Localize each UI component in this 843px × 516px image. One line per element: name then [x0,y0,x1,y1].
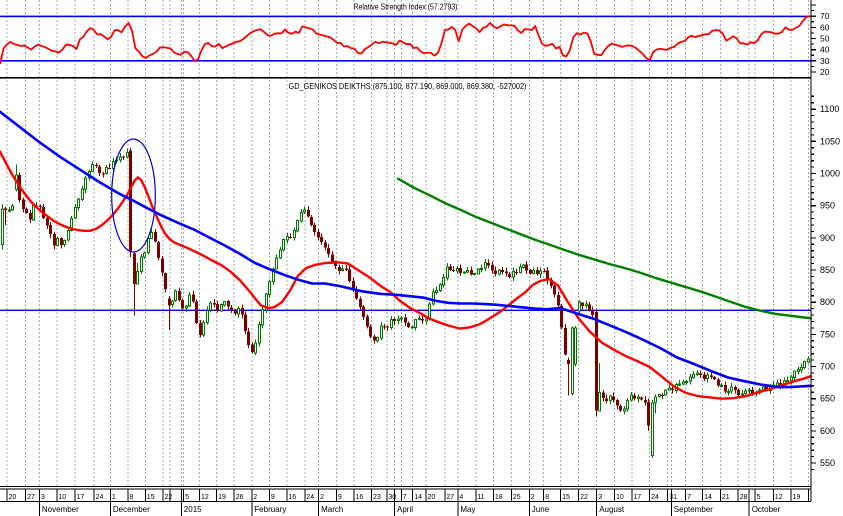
svg-text:950: 950 [820,201,835,211]
svg-text:12: 12 [775,494,783,501]
svg-text:24: 24 [96,494,104,501]
svg-text:May: May [460,505,475,514]
svg-text:21: 21 [722,494,730,501]
svg-text:2: 2 [253,494,257,501]
svg-text:20: 20 [820,67,830,77]
svg-text:5: 5 [185,494,189,501]
svg-text:30: 30 [388,494,396,501]
svg-text:1000: 1000 [820,169,840,179]
svg-text:June: June [532,505,550,514]
svg-text:December: December [113,505,150,514]
svg-text:11: 11 [477,494,484,501]
svg-text:30: 30 [820,56,830,66]
svg-text:7: 7 [687,494,691,501]
svg-text:August: August [599,505,625,514]
svg-text:February: February [254,505,286,514]
svg-text:800: 800 [820,297,835,307]
svg-text:GD_GENIKOS DEIKTHS (875.100, 8: GD_GENIKOS DEIKTHS (875.100, 877.190, 86… [289,82,527,91]
svg-text:12: 12 [201,494,209,501]
svg-text:September: September [674,505,713,514]
svg-text:20: 20 [428,494,436,501]
svg-text:March: March [321,505,343,514]
svg-text:November: November [42,505,79,514]
svg-text:5: 5 [757,494,761,501]
svg-text:700: 700 [820,362,835,372]
svg-text:22: 22 [580,494,588,501]
svg-text:1050: 1050 [820,136,840,146]
svg-text:19: 19 [218,494,226,501]
svg-text:14: 14 [414,494,422,501]
svg-text:1: 1 [112,494,116,501]
svg-text:3: 3 [41,494,45,501]
svg-text:10: 10 [58,494,66,501]
svg-text:16: 16 [288,494,296,501]
svg-text:50: 50 [820,34,830,44]
svg-text:60: 60 [820,22,830,32]
svg-text:600: 600 [820,426,835,436]
svg-text:April: April [397,505,413,514]
svg-text:October: October [752,505,781,514]
svg-text:4: 4 [459,494,463,501]
svg-text:2015: 2015 [184,505,202,514]
svg-text:Relative Strength Index (57.27: Relative Strength Index (57.2793) [354,3,458,12]
svg-text:15: 15 [147,494,155,501]
svg-text:7: 7 [403,494,407,501]
svg-text:9: 9 [338,494,342,501]
svg-text:16: 16 [356,494,364,501]
svg-text:24: 24 [306,494,314,501]
svg-text:14: 14 [704,494,712,501]
svg-text:22: 22 [165,494,173,501]
svg-text:18: 18 [495,494,503,501]
svg-text:25: 25 [513,494,521,501]
svg-text:27: 27 [446,494,454,501]
svg-text:850: 850 [820,265,835,275]
svg-text:900: 900 [820,233,835,243]
svg-text:8: 8 [129,494,133,501]
svg-text:10: 10 [616,494,624,501]
svg-text:1100: 1100 [820,104,839,114]
svg-text:15: 15 [562,494,570,501]
svg-text:28: 28 [740,494,748,501]
svg-text:17: 17 [77,494,85,501]
svg-text:750: 750 [820,329,835,339]
svg-text:31: 31 [669,494,677,501]
svg-text:9: 9 [271,494,275,501]
svg-text:2: 2 [320,494,324,501]
svg-text:8: 8 [545,494,549,501]
svg-text:2: 2 [531,494,535,501]
svg-text:650: 650 [820,394,835,404]
svg-text:17: 17 [633,494,641,501]
svg-text:26: 26 [236,494,244,501]
svg-text:23: 23 [373,494,381,501]
svg-text:3: 3 [598,494,602,501]
svg-text:20: 20 [9,494,17,501]
svg-text:24: 24 [651,494,659,501]
svg-text:19: 19 [793,494,801,501]
svg-text:70: 70 [820,11,830,21]
svg-text:27: 27 [27,494,35,501]
svg-text:40: 40 [820,45,830,55]
svg-text:550: 550 [820,458,835,468]
